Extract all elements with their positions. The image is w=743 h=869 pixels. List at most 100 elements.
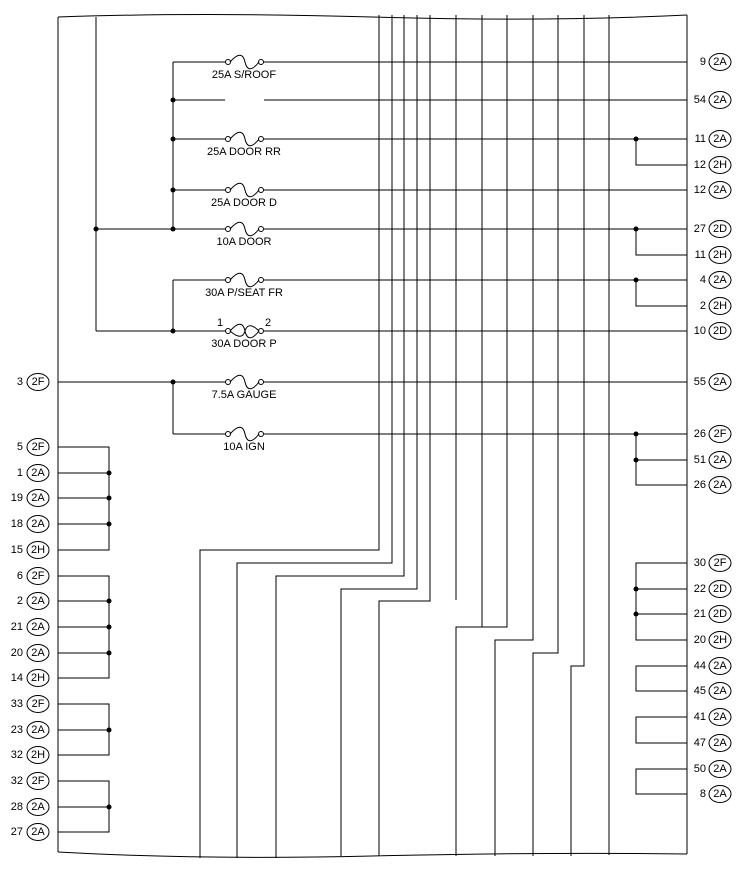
fuse [229, 272, 260, 288]
pin-number: 32 [11, 749, 23, 761]
pin-number: 30 [694, 557, 706, 569]
pin-number: 2 [17, 595, 23, 607]
connector-badge [708, 246, 732, 264]
connector-code: 2A [713, 94, 727, 106]
connector-code: 2A [31, 621, 45, 633]
junction-dots [93, 97, 639, 810]
connector-code: 2A [31, 467, 45, 479]
fuse-terminal [258, 226, 264, 232]
connector-badge [26, 489, 50, 507]
fuse-label: 10A IGN [223, 441, 265, 453]
connector-code: 2D [713, 608, 727, 620]
connector-code: 2F [32, 775, 45, 787]
connector-badge [708, 657, 732, 675]
connector-badge [708, 554, 732, 572]
connector-badge [708, 91, 732, 109]
pin-number: 12 [694, 184, 706, 196]
pin-number: 32 [11, 775, 23, 787]
connector-code: 2A [713, 454, 727, 466]
pin-number: 9 [700, 56, 706, 68]
fuse-terminal [258, 136, 264, 142]
connector-code: 2A [31, 801, 45, 813]
connector-badge [26, 644, 50, 662]
connector-code: 2A [31, 518, 45, 530]
fuse [229, 54, 260, 70]
fuse-terminal [258, 431, 264, 437]
pin-number: 20 [11, 647, 23, 659]
pin-number: 23 [11, 724, 23, 736]
pin-number: 2 [700, 300, 706, 312]
fuse [229, 131, 260, 147]
fuse-terminal [258, 59, 264, 65]
connector-badge [708, 156, 732, 174]
connector-badge [708, 605, 732, 623]
connector-code: 2H [31, 749, 45, 761]
connector-badge [708, 580, 732, 598]
pin-number: 54 [694, 94, 706, 106]
pin-number: 47 [694, 737, 706, 749]
connector-code: 2A [713, 133, 727, 145]
pin-number: 21 [11, 621, 23, 633]
pin-number: 21 [694, 608, 706, 620]
connector-code: 2A [31, 826, 45, 838]
connector-code: 2A [713, 763, 727, 775]
connector-code: 2H [713, 249, 727, 261]
connector-badge [26, 515, 50, 533]
connector-badge [26, 695, 50, 713]
pin-number: 26 [694, 479, 706, 491]
connector-code: 2F [714, 557, 727, 569]
connector-code: 2D [713, 583, 727, 595]
connector-badge [26, 746, 50, 764]
fuse-terminal [258, 379, 264, 385]
connector-code: 2H [31, 672, 45, 684]
pin-number: 8 [700, 788, 706, 800]
connector-badge [708, 734, 732, 752]
fuse-label: 30A DOOR P [211, 338, 276, 350]
fuse-terminal [258, 328, 264, 334]
pin-number: 20 [694, 634, 706, 646]
connector-code: 2A [713, 274, 727, 286]
pin-number: 44 [694, 660, 706, 672]
connector-badge [26, 464, 50, 482]
pin-number: 50 [694, 763, 706, 775]
fuse-terminal [258, 277, 264, 283]
connector-badge [708, 373, 732, 391]
pin-number: 3 [17, 376, 23, 388]
connector-badge [708, 476, 732, 494]
connector-code: 2A [713, 479, 727, 491]
connector-badge [708, 760, 732, 778]
pin-number: 18 [11, 518, 23, 530]
connector-badge [708, 785, 732, 803]
fuse-terminal [258, 187, 264, 193]
connector-badge [708, 297, 732, 315]
wires [58, 15, 687, 858]
fuse-pin: 1 [217, 317, 223, 329]
connector-code: 2A [713, 737, 727, 749]
pin-number: 26 [694, 428, 706, 440]
connector-badge [26, 541, 50, 559]
pin-number: 19 [11, 492, 23, 504]
connector-code: 2F [32, 441, 45, 453]
pin-number: 11 [695, 249, 706, 261]
pin-number: 10 [694, 325, 706, 337]
fuse-label: 10A DOOR [216, 236, 271, 248]
fuse-terminal [225, 187, 231, 193]
fuse-label: 25A DOOR RR [207, 146, 281, 158]
pin-number: 55 [694, 376, 706, 388]
connector-code: 2A [31, 595, 45, 607]
connector-code: 2F [32, 376, 45, 388]
connector-badge [26, 669, 50, 687]
pin-number: 11 [695, 133, 706, 145]
connector-badge [26, 721, 50, 739]
connector-code: 2F [32, 570, 45, 582]
fuse-terminal [225, 277, 231, 283]
fuse-terminal [225, 59, 231, 65]
pin-number: 27 [694, 223, 706, 235]
connector-badge [26, 772, 50, 790]
connector-badge [26, 373, 50, 391]
connector-badge [26, 618, 50, 636]
pin-number: 12 [694, 159, 706, 171]
fuse-label: 30A P/SEAT FR [205, 287, 283, 299]
pin-number: 33 [11, 698, 23, 710]
connector-badge [708, 631, 732, 649]
